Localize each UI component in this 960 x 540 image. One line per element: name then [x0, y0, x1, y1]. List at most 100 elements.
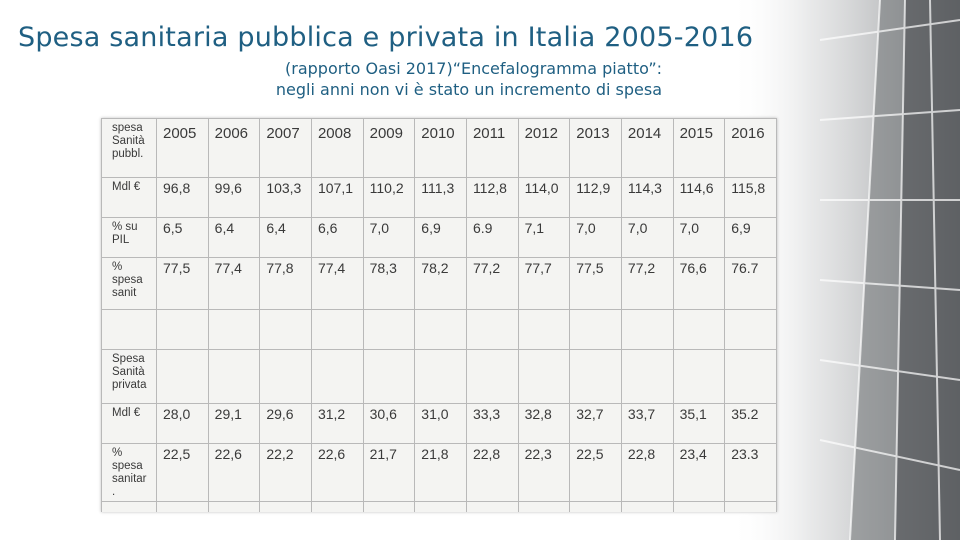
header-label-cell: spesa Sanità pubbl. [101, 118, 157, 178]
value-cell: 114,0 [517, 177, 571, 218]
year-cell: 2010 [414, 118, 467, 178]
year-cell: 2006 [207, 118, 261, 178]
subtitle-line-2: negli anni non vi è stato un incremento … [275, 80, 662, 99]
table-row: Spesa Sanità privata [101, 349, 777, 404]
year-cell: 2016 [724, 118, 777, 178]
year-cell: 2005 [156, 118, 209, 178]
value-cell: 77,8 [259, 257, 312, 310]
value-cell: 96,8 [156, 177, 209, 218]
row-label-cell: Mdl € [101, 177, 157, 218]
row-label-cell: Mdl € [101, 403, 157, 444]
value-cell [672, 501, 726, 512]
subtitle-line-1: (rapporto Oasi 2017)“Encefalogramma piat… [285, 59, 662, 78]
row-label-cell: % spesa sanitar . [101, 443, 157, 502]
value-cell: 21,7 [362, 443, 416, 502]
value-cell: 7,0 [569, 217, 622, 258]
value-cell [724, 501, 777, 512]
value-cell [620, 309, 674, 350]
value-cell [724, 349, 777, 404]
value-cell: 6.9 [465, 217, 519, 258]
table-header-row: spesa Sanità pubbl. 2005 2006 2007 2008 … [101, 118, 777, 178]
table-row [101, 501, 777, 512]
value-cell: 30,6 [362, 403, 416, 444]
value-cell [207, 349, 261, 404]
row-label-cell: Spesa Sanità privata [101, 349, 157, 404]
value-cell [156, 309, 209, 350]
value-cell [362, 501, 416, 512]
value-cell [310, 309, 364, 350]
value-cell [672, 309, 726, 350]
value-cell: 29,6 [259, 403, 312, 444]
value-cell: 6,5 [156, 217, 209, 258]
value-cell [517, 309, 571, 350]
row-label-cell [101, 309, 157, 350]
value-cell: 22,3 [517, 443, 571, 502]
value-cell: 77,4 [310, 257, 364, 310]
value-cell: 22,8 [465, 443, 519, 502]
value-cell: 33,7 [620, 403, 674, 444]
value-cell: 23.3 [724, 443, 777, 502]
slide-title: Spesa sanitaria pubblica e privata in It… [18, 22, 754, 53]
value-cell: 114,6 [672, 177, 726, 218]
value-cell: 77,4 [207, 257, 261, 310]
value-cell [310, 349, 364, 404]
value-cell [465, 309, 519, 350]
table-row: Mdl €96,8 99,6 103,3 107,1 110,2 111,3 112,8 11… [101, 177, 777, 218]
value-cell [414, 349, 467, 404]
value-cell: 6,4 [207, 217, 261, 258]
value-cell: 22,5 [569, 443, 622, 502]
value-cell [569, 501, 622, 512]
year-cell: 2007 [259, 118, 312, 178]
spending-table: spesa Sanità pubbl. 2005 2006 2007 2008 … [101, 118, 777, 512]
value-cell: 31,2 [310, 403, 364, 444]
value-cell: 6,6 [310, 217, 364, 258]
value-cell: 7,0 [362, 217, 416, 258]
value-cell: 76.7 [724, 257, 777, 310]
value-cell: 7,1 [517, 217, 571, 258]
spending-table-image: spesa Sanità pubbl. 2005 2006 2007 2008 … [101, 118, 777, 512]
year-cell: 2008 [310, 118, 364, 178]
value-cell [517, 501, 571, 512]
value-cell [207, 309, 261, 350]
value-cell: 28,0 [156, 403, 209, 444]
value-cell [465, 349, 519, 404]
value-cell: 99,6 [207, 177, 261, 218]
value-cell [310, 501, 364, 512]
year-cell: 2014 [620, 118, 674, 178]
value-cell [207, 501, 261, 512]
slide-subtitle: (rapporto Oasi 2017)“Encefalogramma piat… [180, 58, 662, 100]
value-cell: 111,3 [414, 177, 467, 218]
value-cell: 110,2 [362, 177, 416, 218]
year-cell: 2013 [569, 118, 622, 178]
table-row: % su PIL 6,5 6,4 6,4 6,6 7,0 6,9 6.9 7,1 7,0 7,0 7,… [101, 217, 777, 258]
row-label-cell: % spesa sanit [101, 257, 157, 310]
value-cell [156, 501, 209, 512]
value-cell: 112,9 [569, 177, 622, 218]
value-cell: 77,2 [620, 257, 674, 310]
value-cell: 114,3 [620, 177, 674, 218]
value-cell: 77,2 [465, 257, 519, 310]
value-cell: 22,8 [620, 443, 674, 502]
value-cell [156, 349, 209, 404]
value-cell [569, 309, 622, 350]
value-cell [259, 349, 312, 404]
value-cell: 21,8 [414, 443, 467, 502]
year-cell: 2011 [465, 118, 519, 178]
value-cell: 103,3 [259, 177, 312, 218]
value-cell: 22,6 [207, 443, 261, 502]
row-label-cell [101, 501, 157, 512]
value-cell [259, 309, 312, 350]
value-cell: 6,9 [724, 217, 777, 258]
value-cell [569, 349, 622, 404]
value-cell: 35.2 [724, 403, 777, 444]
year-cell: 2009 [362, 118, 416, 178]
value-cell: 29,1 [207, 403, 261, 444]
value-cell: 22,6 [310, 443, 364, 502]
value-cell: 7,0 [620, 217, 674, 258]
value-cell: 32,8 [517, 403, 571, 444]
value-cell [259, 501, 312, 512]
value-cell: 22,2 [259, 443, 312, 502]
value-cell [620, 349, 674, 404]
value-cell: 77,7 [517, 257, 571, 310]
value-cell: 78,2 [414, 257, 467, 310]
